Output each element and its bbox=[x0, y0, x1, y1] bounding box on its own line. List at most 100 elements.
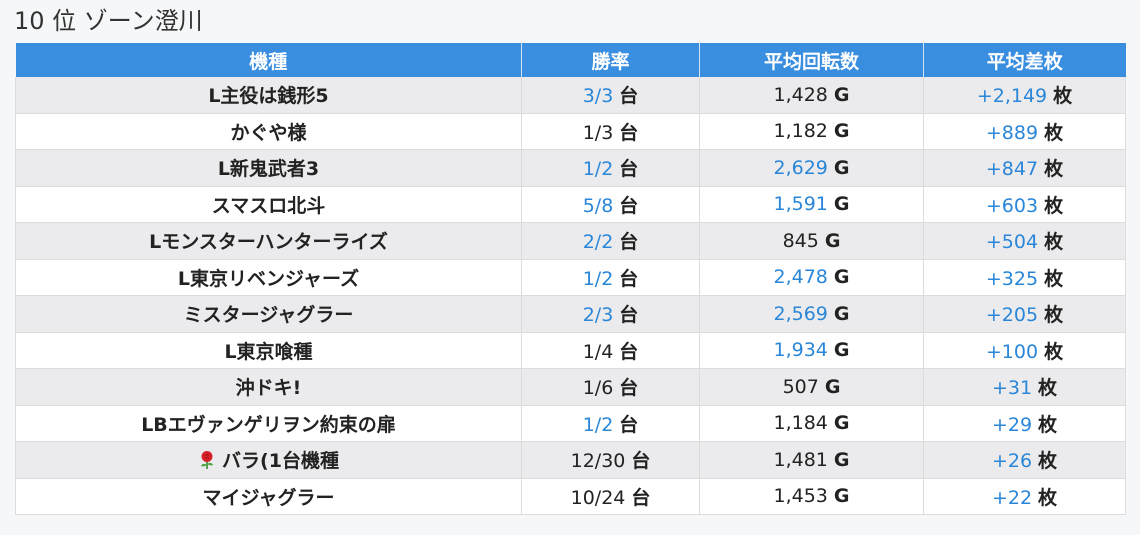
avg-diff-cell-value[interactable]: +205 bbox=[985, 304, 1039, 327]
avg-spins-cell-value[interactable]: 1,591 bbox=[773, 193, 828, 216]
avg-diff-cell: +31 枚 bbox=[923, 368, 1126, 406]
table-row[interactable]: L新鬼武者3 1/2 台 2,629 G +847 枚 bbox=[15, 149, 1126, 187]
avg-diff-cell: +889 枚 bbox=[923, 113, 1126, 150]
table-row[interactable]: Lモンスターハンターライズ 2/2 台 845 G +504 枚 bbox=[15, 222, 1126, 260]
avg-spins-cell: 1,182 G bbox=[699, 113, 924, 150]
avg-spins-cell-value: 1,428 bbox=[773, 83, 828, 106]
machine-name: かぐや様 bbox=[230, 121, 307, 144]
avg-spins-cell-value[interactable]: 1,934 bbox=[773, 339, 828, 362]
avg-diff-cell-unit: 枚 bbox=[1044, 267, 1064, 290]
avg-spins-cell-value[interactable]: 2,569 bbox=[773, 302, 828, 325]
avg-diff-cell-value[interactable]: +100 bbox=[985, 340, 1039, 363]
win-rate-cell-value[interactable]: 1/2 bbox=[582, 413, 614, 436]
machine-cell[interactable]: バラ(1台機種 bbox=[15, 441, 522, 479]
win-rate-cell-value[interactable]: 1/2 bbox=[582, 158, 614, 181]
machine-cell[interactable]: かぐや様 bbox=[15, 113, 522, 150]
avg-spins-cell-unit: G bbox=[824, 229, 841, 252]
avg-diff-cell-unit: 枚 bbox=[1038, 450, 1058, 473]
machine-cell[interactable]: スマスロ北斗 bbox=[15, 186, 522, 223]
avg-diff-cell-value[interactable]: +847 bbox=[985, 158, 1039, 181]
avg-diff-cell-unit: 枚 bbox=[1044, 340, 1064, 363]
machine-name: バラ(1台機種 bbox=[222, 450, 339, 473]
avg-diff-cell-unit: 枚 bbox=[1044, 121, 1064, 144]
win-rate-cell-unit: 台 bbox=[619, 340, 639, 363]
avg-spins-cell-unit: G bbox=[833, 448, 850, 471]
table-row[interactable]: かぐや様 1/3 台 1,182 G +889 枚 bbox=[15, 113, 1126, 150]
avg-diff-cell-value[interactable]: +2,149 bbox=[976, 85, 1048, 108]
avg-diff-cell-value[interactable]: +29 bbox=[991, 413, 1033, 436]
table-row[interactable]: ミスタージャグラー 2/3 台 2,569 G +205 枚 bbox=[15, 295, 1126, 333]
machine-cell[interactable]: L新鬼武者3 bbox=[15, 149, 522, 187]
table-row[interactable]: スマスロ北斗 5/8 台 1,591 G +603 枚 bbox=[15, 186, 1126, 223]
machine-cell[interactable]: 沖ドキ! bbox=[15, 368, 522, 406]
win-rate-cell-value[interactable]: 3/3 bbox=[582, 85, 614, 108]
avg-diff-cell-value[interactable]: +504 bbox=[985, 231, 1039, 254]
column-header-avg-diff[interactable]: 平均差枚 bbox=[923, 43, 1126, 77]
machine-cell[interactable]: L東京喰種 bbox=[15, 332, 522, 369]
avg-diff-cell: +205 枚 bbox=[923, 295, 1126, 333]
avg-spins-cell-unit: G bbox=[833, 302, 850, 325]
avg-spins-cell: 2,629 G bbox=[699, 149, 924, 187]
win-rate-cell-value[interactable]: 2/2 bbox=[582, 231, 614, 254]
table-row[interactable]: マイジャグラー 10/24 台 1,453 G +22 枚 bbox=[15, 478, 1126, 515]
header-row: 機種 勝率 平均回転数 平均差枚 bbox=[15, 43, 1126, 77]
page-title: 10 位 ゾーン澄川 bbox=[14, 7, 203, 35]
table-row[interactable]: L東京リベンジャーズ 1/2 台 2,478 G +325 枚 bbox=[15, 259, 1126, 296]
avg-diff-cell-value[interactable]: +31 bbox=[991, 377, 1033, 400]
machine-cell[interactable]: LBエヴァンゲリヲン約束の扉 bbox=[15, 405, 522, 442]
machine-cell[interactable]: Lモンスターハンターライズ bbox=[15, 222, 522, 260]
win-rate-cell-unit: 台 bbox=[619, 413, 639, 436]
machine-name: L主役は銭形5 bbox=[208, 85, 329, 108]
machine-cell[interactable]: L主役は銭形5 bbox=[15, 77, 522, 114]
column-header-machine[interactable]: 機種 bbox=[15, 43, 522, 77]
win-rate-cell-value: 12/30 bbox=[570, 450, 626, 473]
avg-spins-cell-value[interactable]: 2,478 bbox=[773, 266, 828, 289]
table-row[interactable]: L東京喰種 1/4 台 1,934 G +100 枚 bbox=[15, 332, 1126, 369]
avg-diff-cell-value[interactable]: +603 bbox=[985, 194, 1039, 217]
win-rate-cell-unit: 台 bbox=[619, 231, 639, 254]
machine-name: マイジャグラー bbox=[202, 486, 335, 509]
win-rate-cell: 10/24 台 bbox=[521, 478, 700, 515]
avg-diff-cell: +2,149 枚 bbox=[923, 77, 1126, 114]
machine-cell[interactable]: L東京リベンジャーズ bbox=[15, 259, 522, 296]
column-header-win-rate[interactable]: 勝率 bbox=[521, 43, 700, 77]
win-rate-cell-value[interactable]: 1/2 bbox=[582, 267, 614, 290]
machine-cell[interactable]: マイジャグラー bbox=[15, 478, 522, 515]
win-rate-cell: 12/30 台 bbox=[521, 441, 700, 479]
win-rate-cell: 1/2 台 bbox=[521, 405, 700, 442]
avg-diff-cell-value[interactable]: +22 bbox=[991, 486, 1033, 509]
avg-diff-cell-value[interactable]: +889 bbox=[985, 121, 1039, 144]
avg-spins-cell: 1,453 G bbox=[699, 478, 924, 515]
avg-spins-cell-value: 507 bbox=[782, 375, 819, 398]
avg-diff-cell-unit: 枚 bbox=[1038, 486, 1058, 509]
avg-diff-cell-value[interactable]: +325 bbox=[985, 267, 1039, 290]
avg-diff-cell: +504 枚 bbox=[923, 222, 1126, 260]
machine-cell[interactable]: ミスタージャグラー bbox=[15, 295, 522, 333]
win-rate-cell-value: 10/24 bbox=[570, 486, 626, 509]
column-header-avg-spins[interactable]: 平均回転数 bbox=[699, 43, 924, 77]
table-row[interactable]: LBエヴァンゲリヲン約束の扉 1/2 台 1,184 G +29 枚 bbox=[15, 405, 1126, 442]
avg-spins-cell: 1,184 G bbox=[699, 405, 924, 442]
table-header: 機種 勝率 平均回転数 平均差枚 bbox=[15, 43, 1126, 77]
avg-spins-cell-value[interactable]: 2,629 bbox=[773, 156, 828, 179]
win-rate-cell-value[interactable]: 5/8 bbox=[582, 194, 614, 217]
table-row[interactable]: L主役は銭形5 3/3 台 1,428 G +2,149 枚 bbox=[15, 77, 1126, 114]
table-row[interactable]: 沖ドキ! 1/6 台 507 G +31 枚 bbox=[15, 368, 1126, 406]
win-rate-cell-unit: 台 bbox=[619, 377, 639, 400]
win-rate-cell-value[interactable]: 2/3 bbox=[582, 304, 614, 327]
avg-spins-cell-unit: G bbox=[833, 412, 850, 435]
avg-diff-cell-unit: 枚 bbox=[1053, 85, 1073, 108]
avg-spins-cell-unit: G bbox=[833, 485, 850, 508]
machine-name: L東京喰種 bbox=[224, 340, 313, 363]
win-rate-cell: 3/3 台 bbox=[521, 77, 700, 114]
table-row[interactable]: バラ(1台機種 12/30 台 1,481 G +26 枚 bbox=[15, 441, 1126, 479]
avg-spins-cell: 1,934 G bbox=[699, 332, 924, 369]
avg-spins-cell-unit: G bbox=[833, 120, 850, 143]
machine-name: スマスロ北斗 bbox=[211, 194, 326, 217]
win-rate-cell: 1/4 台 bbox=[521, 332, 700, 369]
avg-spins-cell-value: 845 bbox=[782, 229, 819, 252]
avg-diff-cell-unit: 枚 bbox=[1044, 158, 1064, 181]
avg-spins-cell: 2,478 G bbox=[699, 259, 924, 296]
avg-diff-cell-value[interactable]: +26 bbox=[991, 450, 1033, 473]
win-rate-cell-unit: 台 bbox=[631, 450, 651, 473]
